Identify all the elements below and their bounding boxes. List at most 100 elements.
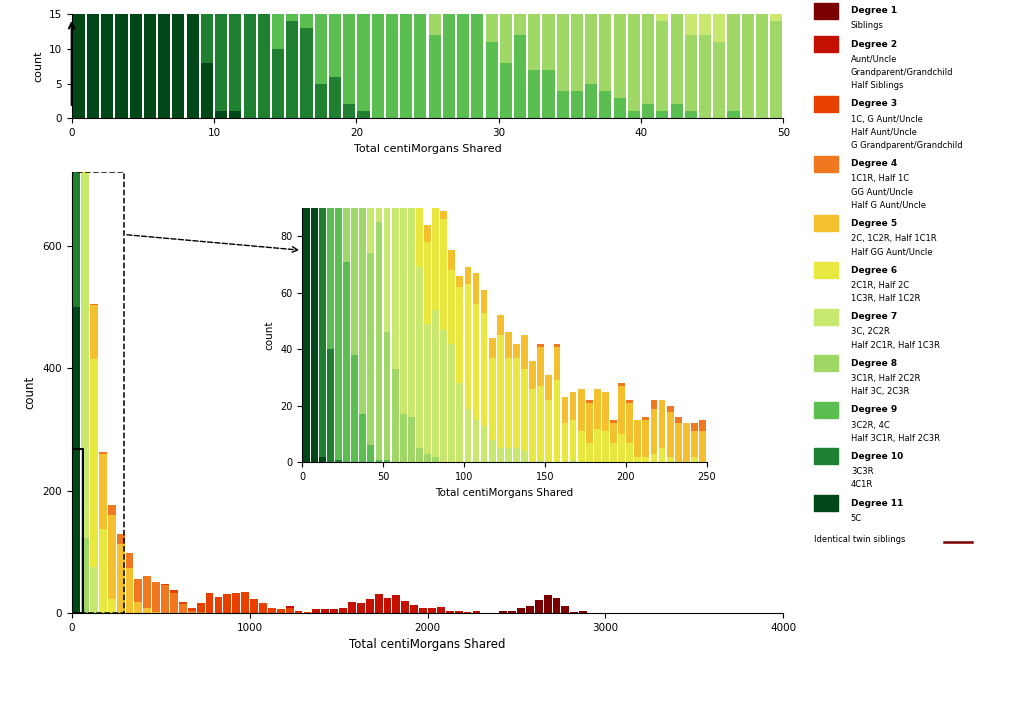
Bar [500, 63, 512, 118]
Bar [628, 0, 640, 111]
Bar [683, 423, 690, 462]
Bar [408, 417, 415, 462]
Bar [814, 3, 839, 19]
Bar [384, 333, 390, 460]
Bar [392, 595, 400, 613]
Bar [357, 602, 365, 613]
Bar [526, 606, 534, 613]
Bar [770, 22, 782, 118]
X-axis label: Total centiMorgans Shared: Total centiMorgans Shared [435, 488, 573, 498]
Bar [384, 460, 390, 462]
Bar [471, 0, 483, 7]
Bar [432, 191, 439, 310]
Bar [699, 420, 706, 432]
Bar [416, 267, 423, 448]
Bar [335, 0, 342, 129]
Bar [521, 369, 528, 451]
Text: 1C3R, Half 1C2R: 1C3R, Half 1C2R [851, 294, 921, 303]
Bar [286, 608, 294, 613]
Bar [258, 0, 270, 118]
Text: Degree 8: Degree 8 [851, 358, 897, 368]
Bar [215, 111, 227, 118]
Bar [642, 105, 654, 118]
Bar [602, 432, 609, 462]
Bar [287, 0, 298, 22]
Bar [571, 0, 583, 90]
Bar [318, 0, 326, 55]
Bar [814, 308, 839, 325]
Bar [327, 349, 334, 462]
Bar [618, 384, 625, 386]
Bar [569, 460, 577, 462]
Bar [186, 0, 199, 118]
Text: Half Aunt/Uncle: Half Aunt/Uncle [851, 128, 916, 137]
Bar [685, 35, 697, 111]
Bar [428, 607, 436, 613]
Bar [250, 599, 258, 613]
Bar [429, 35, 440, 118]
Bar [170, 593, 178, 613]
Bar [553, 598, 560, 613]
Bar [578, 432, 585, 462]
Bar [691, 432, 697, 457]
Bar [327, 0, 334, 349]
Bar [650, 409, 657, 454]
Bar [642, 417, 649, 420]
Bar [242, 592, 249, 613]
Bar [561, 397, 568, 423]
Bar [348, 602, 355, 613]
Bar [187, 608, 196, 611]
Text: 3C, 2C2R: 3C, 2C2R [851, 328, 890, 336]
Bar [318, 55, 326, 457]
Bar [368, 41, 374, 253]
Bar [229, 111, 242, 118]
Bar [90, 567, 98, 613]
Bar [81, 538, 89, 612]
Bar [488, 358, 496, 440]
Bar [287, 22, 298, 118]
Bar [685, 111, 697, 118]
Bar [497, 315, 504, 336]
Bar [314, 84, 327, 118]
Bar [329, 0, 341, 77]
Bar [635, 457, 641, 462]
Bar [473, 273, 479, 304]
Bar [485, 42, 498, 118]
Bar [339, 607, 347, 613]
Bar [585, 0, 597, 84]
Bar [714, 42, 725, 118]
Bar [116, 0, 128, 118]
Text: Half G Aunt/Uncle: Half G Aunt/Uncle [851, 201, 926, 210]
Bar [201, 0, 213, 63]
Bar [329, 77, 341, 118]
Bar [432, 174, 439, 191]
Bar [375, 594, 383, 613]
Bar [384, 52, 390, 120]
Bar [457, 287, 463, 384]
Text: 3C2R, 4C: 3C2R, 4C [851, 421, 890, 429]
Bar [594, 389, 601, 429]
Bar [295, 612, 302, 613]
Bar [335, 460, 342, 462]
Bar [699, 432, 706, 462]
Bar [517, 608, 525, 613]
Bar [671, 105, 683, 118]
Y-axis label: count: count [33, 51, 43, 82]
Bar [513, 343, 520, 358]
Bar [286, 606, 294, 608]
Bar [465, 409, 471, 462]
Bar [675, 417, 682, 423]
Bar [497, 448, 504, 462]
Bar [73, 0, 85, 118]
Text: Degree 4: Degree 4 [851, 159, 897, 168]
Bar [322, 609, 329, 613]
Bar [134, 579, 142, 602]
Text: Degree 9: Degree 9 [851, 405, 897, 414]
Bar [99, 452, 106, 455]
Bar [538, 343, 544, 346]
Bar [535, 599, 543, 613]
Text: Grandparent/Grandchild: Grandparent/Grandchild [851, 68, 953, 77]
Bar [635, 420, 641, 457]
Bar [432, 171, 439, 174]
Bar [543, 70, 555, 118]
